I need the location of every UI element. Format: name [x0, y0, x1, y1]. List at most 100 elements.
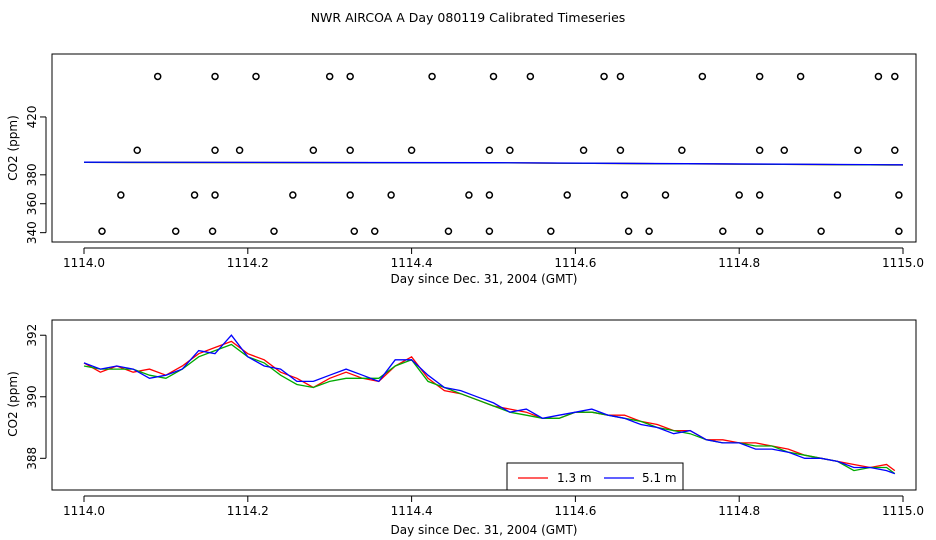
xlabel-bottom: Day since Dec. 31, 2004 (GMT): [391, 523, 578, 537]
scatter-point: [489, 72, 498, 81]
scatter-point: [387, 191, 395, 199]
legend-label-5-1m: 5.1 m: [642, 471, 677, 485]
scatter-point: [563, 191, 571, 199]
scatter-point: [698, 72, 707, 81]
x-tick-label: 1115.0: [882, 504, 924, 518]
scatter-point: [891, 146, 899, 154]
scatter-point: [117, 191, 125, 199]
scatter-point: [211, 146, 219, 154]
scatter-point: [874, 72, 883, 81]
x-tick-label: 1114.0: [63, 504, 105, 518]
scatter-point: [624, 227, 633, 235]
x-tick-label: 1114.8: [718, 504, 760, 518]
scatter-point: [796, 72, 805, 81]
scatter-point: [235, 146, 244, 154]
y-tick-label: 392: [25, 324, 39, 347]
xlabel-top: Day since Dec. 31, 2004 (GMT): [391, 272, 578, 286]
scatter-point: [833, 191, 842, 199]
scatter-point: [817, 227, 825, 235]
scatter-point: [755, 227, 764, 235]
scatter-point: [211, 72, 219, 81]
scatter-point: [645, 227, 653, 235]
series-line-1: [83, 343, 896, 475]
y-tick-label: 388: [25, 447, 39, 470]
scatter-point: [407, 146, 416, 154]
y-tick-label: 390: [25, 385, 39, 408]
scatter-point: [579, 146, 588, 154]
y-tick-label: 360: [25, 192, 39, 215]
plot-marks-top: [83, 72, 904, 235]
scatter-point: [755, 146, 764, 154]
scatter-point: [370, 227, 379, 235]
plot-frame-bottom: [51, 319, 917, 491]
legend-label-1-3m: 1.3 m: [557, 471, 592, 485]
scatter-point: [346, 146, 354, 154]
axis-ticks-bottom: 1114.0 1114.2 1114.4 1114.6 1114.8 1115.0 388 3…: [25, 324, 924, 518]
x-tick-label: 1114.4: [391, 504, 433, 518]
scatter-point: [428, 72, 436, 81]
scatter-point: [444, 227, 453, 235]
scatter-point: [270, 227, 278, 235]
scatter-point: [755, 191, 764, 199]
scatter-point: [252, 72, 260, 81]
ylabel-top: CO2 (ppm): [6, 115, 20, 181]
chart-title: NWR AIRCOA A Day 080119 Calibrated Times…: [311, 10, 626, 25]
x-tick-label: 1114.6: [554, 256, 596, 270]
x-tick-label: 1114.2: [227, 504, 269, 518]
scatter-point: [153, 72, 162, 81]
panel-bottom: Day since Dec. 31, 2004 (GMT) CO2 (ppm) …: [6, 319, 924, 537]
y-tick-label: 420: [25, 106, 39, 129]
scatter-point: [98, 227, 106, 235]
scatter-point: [678, 146, 686, 154]
scatter-point: [465, 191, 473, 199]
axis-ticks-top: 1114.0 1114.2 1114.4 1114.6 1114.8 1115.0 340 3…: [25, 106, 924, 270]
scatter-point: [346, 72, 354, 81]
scatter-point: [891, 72, 899, 81]
scatter-point: [620, 191, 629, 199]
scatter-point: [616, 72, 625, 81]
y-tick-label: 340: [25, 221, 39, 244]
scatter-point: [506, 146, 514, 154]
scatter-point: [895, 191, 903, 199]
scatter-point: [171, 227, 180, 235]
scatter-point: [854, 146, 862, 154]
plot-frame-top: [51, 53, 917, 243]
scatter-point: [735, 191, 743, 199]
scatter-point: [346, 191, 354, 199]
scatter-point: [526, 72, 535, 81]
x-tick-label: 1114.2: [227, 256, 269, 270]
plot-marks-bottom: [83, 334, 896, 475]
scatter-point: [895, 227, 903, 235]
legend-box: [506, 462, 684, 491]
scatter-point: [133, 146, 141, 154]
x-tick-label: 1114.0: [63, 256, 105, 270]
scatter-point: [211, 191, 219, 199]
scatter-point: [325, 72, 334, 81]
panel-top: Day since Dec. 31, 2004 (GMT) CO2 (ppm) …: [6, 53, 924, 286]
series-line-2: [83, 334, 896, 475]
series-line-0: [83, 340, 896, 472]
scatter-point: [780, 146, 788, 154]
scatter-point: [485, 191, 494, 199]
ylabel-bottom: CO2 (ppm): [6, 371, 20, 437]
series-line-3: [83, 161, 904, 166]
scatter-point: [661, 191, 670, 199]
x-tick-label: 1114.4: [391, 256, 433, 270]
scatter-point: [208, 227, 217, 235]
scatter-point: [289, 191, 297, 199]
y-tick-label: 380: [25, 163, 39, 186]
x-tick-label: 1115.0: [882, 256, 924, 270]
legend: 1.3 m 5.1 m: [506, 462, 684, 491]
x-tick-label: 1114.8: [718, 256, 760, 270]
scatter-point: [485, 146, 494, 154]
scatter-point: [719, 227, 727, 235]
scatter-point: [350, 227, 359, 235]
scatter-point: [755, 72, 764, 81]
scatter-point: [190, 191, 199, 199]
scatter-point: [616, 146, 625, 154]
x-tick-label: 1114.6: [554, 504, 596, 518]
scatter-point: [600, 72, 608, 81]
scatter-point: [547, 227, 555, 235]
scatter-point: [485, 227, 494, 235]
